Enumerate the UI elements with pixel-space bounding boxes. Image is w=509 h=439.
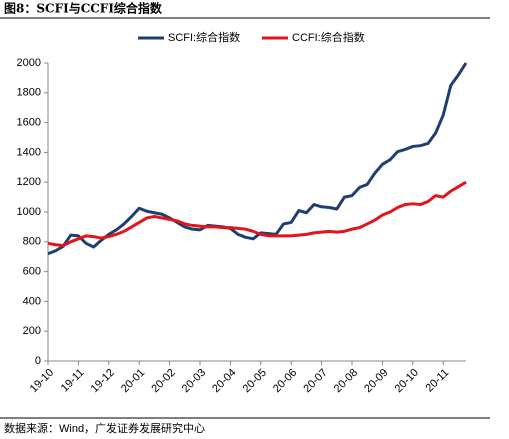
y-tick-label: 600 [23, 266, 41, 278]
y-tick-label: 1200 [17, 176, 41, 188]
y-tick-label: 2000 [17, 57, 41, 69]
y-tick-label: 1600 [17, 117, 41, 129]
x-tick-label: 20-03 [180, 367, 208, 395]
y-tick-label: 200 [23, 325, 41, 337]
x-tick-label: 20-05 [241, 367, 269, 395]
x-tick-label: 20-10 [393, 367, 421, 395]
y-tick-label: 1000 [17, 206, 41, 218]
x-tick-label: 20-07 [301, 367, 329, 395]
legend-label: CCFI:综合指数 [292, 30, 365, 44]
y-tick-label: 0 [35, 355, 41, 367]
y-tick-label: 400 [23, 295, 41, 307]
series-line [47, 62, 468, 256]
x-tick-label: 20-02 [149, 367, 177, 395]
chart-title: 图8：SCFI与CCFI综合指数 [4, 1, 163, 16]
x-tick-label: 20-06 [271, 367, 299, 395]
x-tick-label: 20-11 [424, 367, 452, 395]
x-tick-label: 20-08 [332, 367, 360, 395]
x-tick-label: 19-10 [28, 367, 56, 395]
x-tick-label: 20-01 [119, 367, 147, 395]
y-tick-label: 800 [23, 236, 41, 248]
y-tick-label: 1400 [17, 146, 41, 158]
y-tick-label: 1800 [17, 87, 41, 99]
source: 数据来源：Wind，广发证券发展研究中心 [4, 421, 205, 435]
legend-label: SCFI:综合指数 [168, 30, 240, 44]
x-tick-label: 19-12 [89, 367, 117, 395]
x-tick-label: 20-09 [362, 367, 390, 395]
x-tick-label: 19-11 [59, 367, 87, 395]
x-tick-label: 20-04 [210, 367, 238, 395]
series-line [47, 180, 467, 248]
